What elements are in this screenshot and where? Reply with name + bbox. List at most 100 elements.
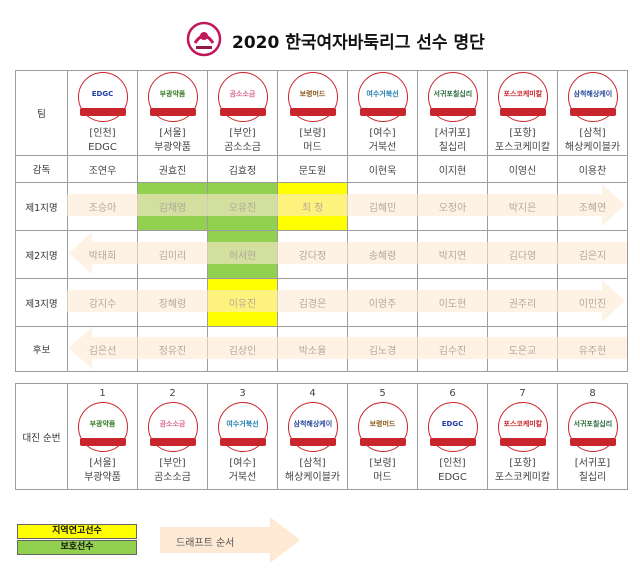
player-cell: 유주현: [557, 326, 628, 372]
team-region: [부안]: [159, 458, 186, 469]
pick-row-1: 제1지명 조승아 김채영 오유진 최 정 김혜민 오정아 박지은 조혜연: [15, 182, 628, 231]
order-cell: 6 EDGC [인천] EDGC: [417, 383, 488, 490]
pick-label: 후보: [15, 326, 68, 372]
team-region: [삼척]: [579, 127, 606, 139]
team-logo-icon: 서귀포칠십리: [424, 71, 482, 122]
match-order-table: 대진 순번 1 부광약품 [서울] 부광약품 2 곰소소금 [부안] 곰소소금 3 여수거북선…: [15, 383, 628, 490]
player-cell: 조승아: [67, 182, 138, 231]
team-cell: 부광약품 [서울] 부광약품: [137, 70, 208, 156]
team-logo-icon: EDGC: [424, 402, 482, 452]
logo-ribbon: [429, 438, 476, 446]
team-cell: 포스코케미칼 [포항] 포스코케미칼: [487, 70, 558, 156]
team-name: EDGC: [88, 141, 117, 153]
team-name: 칠십리: [578, 472, 607, 483]
player-cell: 박지연: [417, 230, 488, 279]
player-cell: 김경은: [277, 278, 348, 327]
player-cell: 김다영: [487, 230, 558, 279]
team-name: 머드: [303, 141, 322, 153]
title-row: 2020 한국여자바둑리그 선수 명단: [0, 18, 640, 58]
coach-label: 감독: [15, 155, 68, 183]
player-cell-protected: 오유진: [207, 182, 278, 231]
coach-cell: 김효정: [207, 155, 278, 183]
order-cell: 7 포스코케미칼 [포항] 포스코케미칼: [487, 383, 558, 490]
team-logo-icon: 포스코케미칼: [494, 71, 552, 122]
logo-mark: 삼척해상케이블카: [293, 420, 332, 428]
logo-ribbon: [149, 107, 196, 116]
player-cell: 정유진: [137, 326, 208, 372]
team-logo-icon: 보령머드: [284, 71, 342, 122]
team-name: EDGC: [438, 472, 467, 483]
team-logo-icon: 여수거북선: [214, 402, 272, 452]
player-cell: 장혜령: [137, 278, 208, 327]
team-cell: 서귀포칠십리 [서귀포] 칠십리: [417, 70, 488, 156]
team-name: 거북선: [368, 141, 397, 153]
logo-mark: EDGC: [91, 89, 114, 98]
logo-mark: 보령머드: [299, 89, 326, 98]
team-name: 칠십리: [438, 141, 467, 153]
order-cell: 1 부광약품 [서울] 부광약품: [67, 383, 138, 490]
team-name: 머드: [373, 472, 392, 483]
coach-cell: 이용찬: [557, 155, 628, 183]
player-cell-local: 최 정: [277, 182, 348, 231]
team-logo-icon: 서귀포칠십리: [564, 402, 622, 452]
coach-cell: 문도원: [277, 155, 348, 183]
logo-mark: 보령머드: [369, 420, 396, 428]
logo-ribbon: [569, 438, 616, 446]
player-cell: 권주리: [487, 278, 558, 327]
logo-ribbon: [289, 107, 336, 116]
team-region: [여수]: [369, 127, 396, 139]
team-cell: 삼척해상케이블카 [삼척] 해상케이블카: [557, 70, 628, 156]
logo-mark: 포스코케미칼: [503, 420, 542, 428]
player-cell: 도은교: [487, 326, 558, 372]
logo-mark: 여수거북선: [226, 420, 259, 428]
pick-row-2: 제2지명 박태희 김미리 허서현 강다정 송혜령 박지연 김다영 김은지: [15, 230, 628, 279]
player-cell: 오정아: [417, 182, 488, 231]
team-logo-icon: 부광약품: [74, 402, 132, 452]
logo-ribbon: [219, 107, 266, 116]
legend-protected: 보호선수: [17, 540, 137, 555]
team-cell: EDGC [인천] EDGC: [67, 70, 138, 156]
player-cell: 강다정: [277, 230, 348, 279]
team-logo-icon: 곰소소금: [214, 71, 272, 122]
coach-cell: 조연우: [67, 155, 138, 183]
player-cell-protected: 김채영: [137, 182, 208, 231]
order-label: 대진 순번: [15, 383, 68, 490]
player-cell-protected: 허서현: [207, 230, 278, 279]
logo-mark: 여수거북선: [366, 89, 399, 98]
order-number: 5: [379, 388, 386, 399]
order-cell: 3 여수거북선 [여수] 거북선: [207, 383, 278, 490]
team-logo-icon: 보령머드: [354, 402, 412, 452]
coach-cell: 이영신: [487, 155, 558, 183]
team-region: [인천]: [439, 458, 466, 469]
team-region: [포항]: [509, 127, 536, 139]
team-name: 곰소소금: [154, 472, 191, 483]
team-name: 부광약품: [154, 141, 191, 153]
player-cell: 김수진: [417, 326, 488, 372]
order-row: 대진 순번 1 부광약품 [서울] 부광약품 2 곰소소금 [부안] 곰소소금 3 여수거북선…: [15, 383, 628, 490]
team-name: 포스코케미칼: [494, 141, 551, 153]
logo-mark: EDGC: [441, 420, 464, 428]
player-cell: 박지은: [487, 182, 558, 231]
logo-mark: 포스코케미칼: [503, 89, 542, 98]
team-region: [보령]: [369, 458, 396, 469]
team-cell: 곰소소금 [부안] 곰소소금: [207, 70, 278, 156]
team-region: [보령]: [299, 127, 326, 139]
player-cell: 김노경: [347, 326, 418, 372]
team-region: [서귀포]: [574, 458, 611, 469]
team-cell: 여수거북선 [여수] 거북선: [347, 70, 418, 156]
logo-mark: 서귀포칠십리: [573, 420, 612, 428]
team-region: [부안]: [229, 127, 256, 139]
player-cell: 김상인: [207, 326, 278, 372]
player-cell: 김혜민: [347, 182, 418, 231]
league-logo-icon: [186, 21, 222, 57]
order-cell: 2 곰소소금 [부안] 곰소소금: [137, 383, 208, 490]
team-name: 부광약품: [84, 472, 121, 483]
team-row: 팀 EDGC [인천] EDGC 부광약품 [서울] 부광약품 곰소소금 [부안] 곰소소금…: [15, 70, 628, 156]
order-number: 1: [99, 388, 106, 399]
team-logo-icon: EDGC: [74, 71, 132, 122]
logo-ribbon: [79, 107, 126, 116]
legend-arrow-icon: [160, 517, 300, 563]
pick-label: 제1지명: [15, 182, 68, 231]
pick-row-3: 제3지명 강지수 장혜령 이유진 김경은 이영주 이도현 권주리 이민진: [15, 278, 628, 327]
team-region: [서울]: [159, 127, 186, 139]
